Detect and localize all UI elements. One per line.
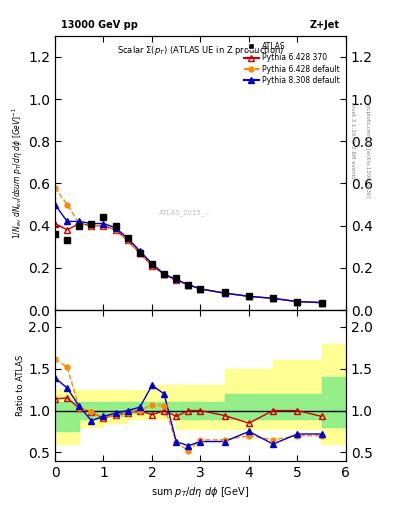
Text: Scalar $\Sigma(p_T)$ (ATLAS UE in Z production): Scalar $\Sigma(p_T)$ (ATLAS UE in Z prod… bbox=[117, 44, 284, 57]
X-axis label: sum $p_T/d\eta\ d\phi$ [GeV]: sum $p_T/d\eta\ d\phi$ [GeV] bbox=[151, 485, 250, 499]
Text: mcplots.cern.ch [arXiv:1306.3436]: mcplots.cern.ch [arXiv:1306.3436] bbox=[365, 102, 371, 198]
Legend: ATLAS, Pythia 6.428 370, Pythia 6.428 default, Pythia 8.308 default: ATLAS, Pythia 6.428 370, Pythia 6.428 de… bbox=[241, 39, 342, 87]
Text: 13000 GeV pp: 13000 GeV pp bbox=[61, 20, 138, 30]
Y-axis label: $1/N_{ev}\ dN_{ev}/dsum\ p_T/d\eta\ d\phi\ [GeV]^{-1}$: $1/N_{ev}\ dN_{ev}/dsum\ p_T/d\eta\ d\ph… bbox=[11, 107, 26, 239]
Text: Rivet 3.1.10, ≥ 2.6M events: Rivet 3.1.10, ≥ 2.6M events bbox=[350, 102, 355, 179]
Y-axis label: Ratio to ATLAS: Ratio to ATLAS bbox=[17, 355, 26, 416]
Text: ATLAS_2015_...: ATLAS_2015_... bbox=[159, 209, 213, 216]
Text: Z+Jet: Z+Jet bbox=[310, 20, 340, 30]
